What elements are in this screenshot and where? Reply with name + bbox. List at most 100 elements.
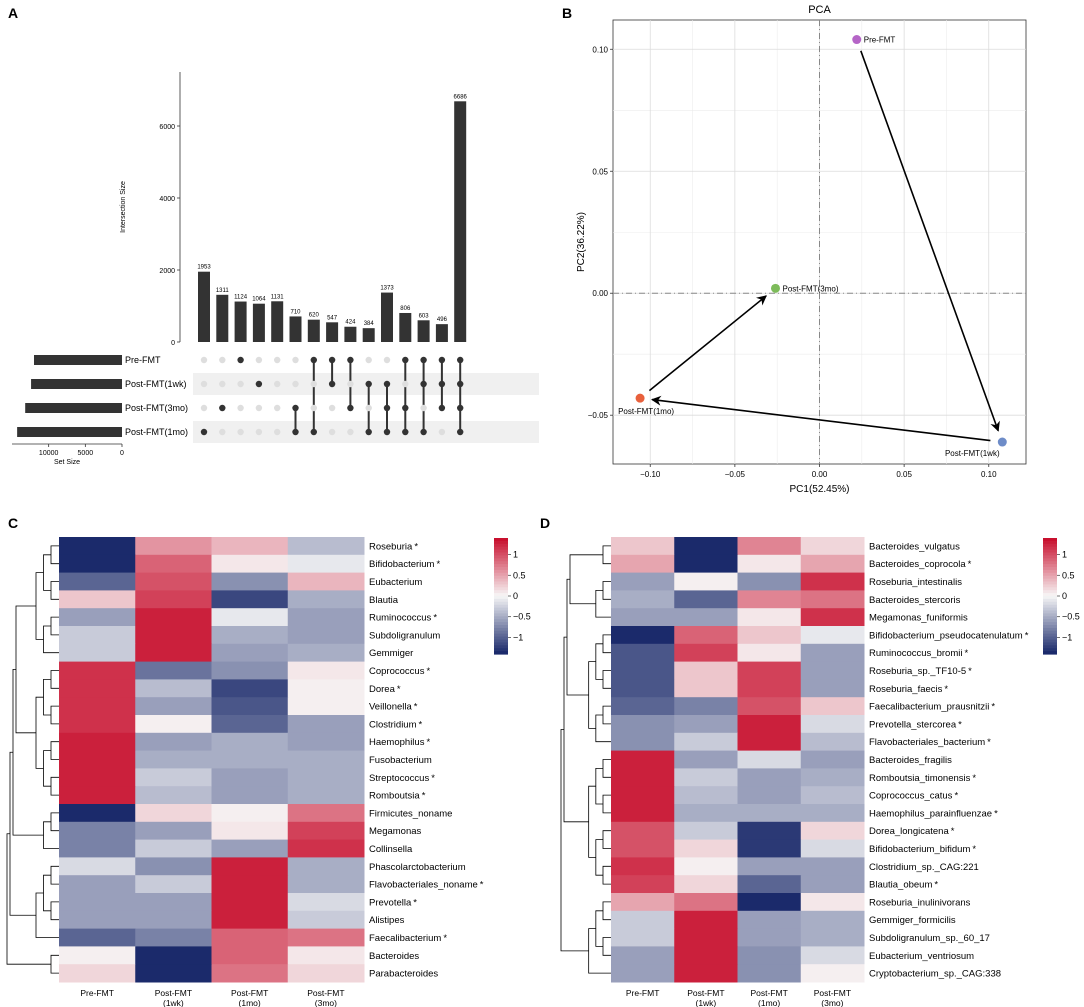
heatmap-cell bbox=[611, 946, 675, 965]
heatmap-column-label: Pre-FMT bbox=[80, 988, 114, 998]
heatmap-cell bbox=[59, 750, 136, 769]
heatmap-cell bbox=[59, 572, 136, 591]
heatmap-row-name: Phascolarctobacterium bbox=[369, 862, 466, 873]
legend-gradient-step bbox=[494, 564, 508, 568]
upset-bar bbox=[454, 101, 467, 342]
heatmap-row-name: Blautia_obeum bbox=[869, 880, 932, 891]
heatmap-cell bbox=[59, 964, 136, 983]
heatmap-cell bbox=[800, 554, 865, 574]
heatmap-cell bbox=[800, 786, 865, 805]
heatmap-row-name: Bifidobacterium bbox=[369, 559, 435, 570]
dendrogram-branch bbox=[588, 928, 611, 974]
heatmap-cell bbox=[674, 768, 738, 787]
legend-gradient-step bbox=[494, 651, 508, 655]
upset-bar bbox=[198, 271, 210, 342]
legend-gradient-step bbox=[494, 598, 508, 603]
upset-bar-label: 547 bbox=[327, 315, 338, 321]
dendrogram-branch bbox=[595, 839, 603, 876]
heatmap-cell bbox=[287, 804, 365, 823]
legend-tick-label: −0.5 bbox=[1062, 612, 1080, 622]
heatmap-cell bbox=[59, 732, 136, 752]
heatmap-cell bbox=[135, 946, 212, 965]
heatmap-cell bbox=[800, 928, 865, 947]
heatmap-row-label: Dorea * bbox=[369, 684, 401, 695]
heatmap-cell bbox=[674, 946, 738, 965]
heatmap-cell bbox=[800, 643, 865, 663]
upset-dot-on bbox=[292, 404, 299, 412]
legend-gradient-step bbox=[494, 616, 508, 620]
heatmap-row-name: Coprococcus bbox=[369, 666, 425, 677]
heatmap-cell bbox=[287, 643, 365, 663]
heatmap-significance-star: * bbox=[991, 702, 995, 713]
dendrogram-branch bbox=[602, 865, 611, 885]
heatmap-cell bbox=[611, 697, 675, 716]
upset-dot-off bbox=[365, 404, 372, 412]
dendrogram-branch bbox=[43, 874, 51, 912]
upset-y-tick-label: 0 bbox=[171, 340, 175, 347]
upset-bar bbox=[381, 292, 393, 342]
heatmap-cell bbox=[611, 679, 675, 698]
upset-set-size-bar bbox=[34, 355, 122, 365]
heatmap-cell bbox=[674, 964, 738, 983]
heatmap-cell bbox=[287, 590, 365, 609]
heatmap-row-label: Phascolarctobacterium bbox=[369, 862, 466, 873]
heatmap-column-label-line: (1wk) bbox=[163, 998, 184, 1007]
heatmap-significance-star: * bbox=[426, 737, 430, 748]
pca-x-tick-label: 0.10 bbox=[981, 470, 997, 479]
pca-arrow bbox=[860, 50, 1000, 432]
heatmap-cell bbox=[135, 537, 212, 556]
heatmap-significance-star: * bbox=[413, 897, 417, 908]
upset-set-label: Post-FMT(1mo) bbox=[125, 427, 188, 437]
dendrogram-branch bbox=[602, 794, 611, 814]
upset-dot-on bbox=[200, 428, 208, 436]
heatmap-cell bbox=[800, 768, 865, 787]
heatmap-row-name: Bacteroides_stercoris bbox=[869, 595, 961, 606]
legend-gradient-step bbox=[494, 630, 508, 635]
legend-gradient-step bbox=[494, 607, 508, 612]
heatmap-row-label: Bifidobacterium_bifidum * bbox=[869, 844, 976, 855]
heatmap-cell bbox=[135, 750, 212, 769]
heatmap-cell bbox=[737, 875, 802, 894]
heatmap-row-label: Clostridium_sp._CAG:221 bbox=[869, 862, 979, 873]
heatmap-row-name: Streptococcus bbox=[369, 773, 429, 784]
heatmap-row-name: Gemmiger_formicilis bbox=[869, 915, 956, 926]
upset-bar bbox=[417, 320, 430, 342]
legend-gradient-step bbox=[494, 561, 508, 565]
legend-tick-label: −1 bbox=[1062, 632, 1072, 642]
heatmap-row-label: Parabacteroides bbox=[369, 969, 438, 980]
upset-dot-on bbox=[457, 356, 464, 364]
heatmap-cell bbox=[674, 857, 738, 876]
heatmap-significance-star: * bbox=[433, 613, 437, 624]
heatmap-cell bbox=[287, 572, 365, 591]
upset-dot-off bbox=[365, 356, 372, 364]
heatmap-cell bbox=[135, 590, 212, 609]
heatmap-row-label: Firmicutes_noname bbox=[369, 808, 452, 819]
legend-gradient-step bbox=[1043, 581, 1057, 585]
legend-gradient-step bbox=[494, 596, 508, 600]
upset-dot-off bbox=[200, 404, 208, 412]
pca-arrow bbox=[648, 295, 767, 392]
heatmap-row-name: Bacteroides_coprocola bbox=[869, 559, 966, 570]
legend-gradient-step bbox=[494, 575, 508, 580]
heatmap-row-name: Dorea bbox=[369, 684, 396, 695]
heatmap-cell bbox=[211, 786, 289, 805]
heatmap-cell bbox=[59, 857, 136, 876]
heatmap-significance-star: * bbox=[1025, 630, 1029, 641]
legend-gradient-step bbox=[494, 540, 508, 545]
heatmap-cell bbox=[611, 608, 675, 627]
upset-set-size-bar bbox=[25, 403, 123, 413]
heatmap-row-name: Gemmiger bbox=[369, 648, 413, 659]
legend-gradient-step bbox=[1043, 561, 1057, 565]
legend-gradient-step bbox=[494, 593, 508, 597]
heatmap-row-label: Dorea_longicatena * bbox=[869, 826, 955, 837]
heatmap-cell bbox=[611, 786, 675, 805]
legend-gradient-step bbox=[1043, 546, 1057, 551]
heatmap-column-label: Post-FMT (1wk) bbox=[155, 988, 192, 1007]
upset-dot-off bbox=[438, 428, 446, 436]
upset-dot-on bbox=[365, 428, 372, 436]
heatmap-row-name: Subdoligranulum_sp._60_17 bbox=[869, 933, 990, 944]
heatmap-cell bbox=[674, 821, 738, 841]
legend-gradient-step bbox=[1043, 636, 1057, 641]
heatmap-significance-star: * bbox=[426, 666, 430, 677]
heatmap-row-name: Faecalibacterium_prausnitzii bbox=[869, 702, 989, 713]
